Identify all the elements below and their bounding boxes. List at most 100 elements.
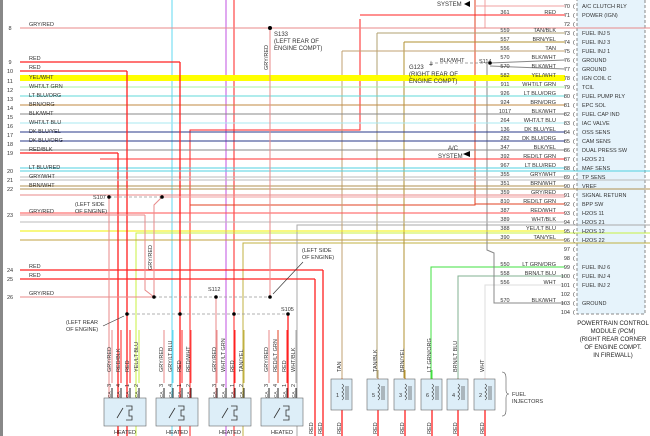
wire-color-code: TAN [545,46,556,52]
wire-vertical [190,0,476,206]
circuit-number: 351 [500,181,509,187]
s107-wire-label: GRY/RED [148,245,154,270]
pcm-pin-number: 75 [564,49,570,55]
connector-bracket: ( [573,283,575,289]
location-label: OF ENGINE) [66,327,98,333]
left-wire-label: GRY/WHT [29,174,56,180]
injector-body [446,378,469,411]
pcm-pin-number: 81 [564,103,570,109]
sensor-pin-number: 3 [212,384,218,387]
splice-dot [488,61,492,65]
sensor-pin-number: 4 [221,384,227,387]
heated-o2-sensor[interactable]: GRY/RED 3 NCA RED/LT GRN 4 NCA RED 1 NCA WHT/BLK 2… [260,330,304,436]
location-label: (LEFT SIDE [302,248,332,254]
splice-s114-id: S114 [479,59,491,65]
connector-bracket: ( [573,193,575,199]
sensor-pin-number: 4 [168,384,174,387]
pcm-pin-function: EPC SOL [582,103,606,109]
pcm-pin-number: 82 [564,112,570,118]
injector-power-label: RED [453,422,459,434]
left-pin-number: 20 [7,169,13,175]
connector-bracket: ( [573,148,575,154]
left-pin-number: 10 [7,69,13,75]
pcm-pin-function: GROUND [582,67,606,73]
fuel-injector[interactable]: 3 BRN/YEL RED [393,348,416,436]
connector-bracket: ( [573,256,575,262]
circuit-number: 1017 [499,109,511,115]
pcm-pin-number: 76 [564,58,570,64]
ac-system-mid: A/C SYSTEM [438,146,470,160]
pcm-title: POWERTRAIN CONTROL MODULE (PCM) (RIGHT R… [577,321,649,359]
fuel-injector[interactable]: 1 TAN RED [330,361,353,436]
sensor-wire-label: YEL/LT BLU [134,342,140,372]
heated-o2-sensor[interactable]: GRY/RED 3 NCA RED/BLK 4 NCA RED 1 NCA YEL/LT BLU 2… [103,330,147,436]
sensor-pin-number: 3 [107,384,113,387]
pcm-pin-number: 92 [564,202,570,208]
fuel-injector[interactable]: 6 LT GRN/ORG RED [420,338,443,436]
wire-color-code: BLK/WHT [532,55,557,61]
sensor-wire-label: GRY/RED [159,347,165,372]
injector-wire-label: LT GRN/ORG [427,338,433,372]
fuel-injector[interactable]: 4 BRN/LT BLU RED [446,341,469,436]
fuel-injector[interactable]: 2 WHT RED [473,359,496,436]
circuit-number: 967 [500,163,509,169]
splice-dot [160,195,164,199]
sensor-body [155,397,199,427]
heated-o2-sensor[interactable]: GRY/RED 3 NCA GRY/LT BLU 4 NCA RED 1 NCA RED/WHT 2… [155,330,199,436]
sensor-wire-label: RED/BLK [116,348,122,372]
pcm-pin-number: 96 [564,238,570,244]
pcm-title-line: MODULE (PCM) [591,329,636,335]
circuit-number: 924 [500,100,509,106]
connector-bracket: ( [573,13,575,19]
left-pin-number: 11 [7,79,13,85]
splice-s133-loc: ENGINE COMPT) [274,46,322,52]
wire-color-code: WHT [543,280,556,286]
splice-dot [152,295,156,299]
wire-color-code: TAN/BLK [533,28,556,34]
wire-vertical [484,284,565,384]
circuit-number: 556 [500,280,509,286]
pcm-pin-function: H2OS 21 [582,220,605,226]
sensor-pin-number: 1 [230,384,236,387]
pcm-pin-function: H2OS 22 [582,238,605,244]
connector-bracket: ( [573,184,575,190]
circuit-number: 570 [500,298,509,304]
circuit-number: 810 [500,199,509,205]
splice-s107-id: S107 [93,195,106,201]
pcm-pin-number: 77 [564,67,570,73]
pcm-pin-number: 73 [564,31,570,37]
pcm-pin-function: FUEL INJ 3 [582,40,610,46]
fuel-injector[interactable]: 5 TAN/BLK RED [366,349,389,436]
ac-label: A/C [448,146,459,152]
connector-bracket: ( [573,49,575,55]
injectors-title: INJECTORS [512,399,543,405]
pcm-pin-number: 86 [564,148,570,154]
injector-power-label: RED [427,422,433,434]
left-border [0,0,3,436]
connector-bracket: ( [573,274,575,280]
left-pin-number: 26 [7,295,13,301]
nca-label: NCA [282,391,287,401]
left-rear-annotation: (LEFT REAR OF ENGINE) [66,315,125,333]
splice-dot [178,312,182,316]
connector-bracket: ( [573,310,575,316]
pcm-pin-number: 90 [564,184,570,190]
heated-o2-sensor[interactable]: GRY/RED 3 NCA WHT/LT GRN 4 NCA RED 1 NCA TAN/YEL 2… [208,330,252,436]
coil-icon [377,383,385,401]
wire-color-code: DK BLU/YEL [524,127,556,133]
nca-label: NCA [230,391,235,401]
connector-bracket: ( [573,265,575,271]
wire-color-code: LT BLU/ORG [524,91,556,97]
splice-s133-id: S133 [274,32,289,38]
wire-color-code: LT GRN/ORG [522,262,556,268]
nca-label: NCA [125,391,130,401]
circuit-number: 387 [500,208,509,214]
circuit-number: 359 [500,190,509,196]
connector-bracket: ( [573,76,575,82]
sensor-pin-number: 4 [116,384,122,387]
connector-bracket: ( [573,67,575,73]
pcm-pin-number: 78 [564,76,570,82]
circuit-number: 389 [500,217,509,223]
sensor-label: HEATED [166,430,188,436]
